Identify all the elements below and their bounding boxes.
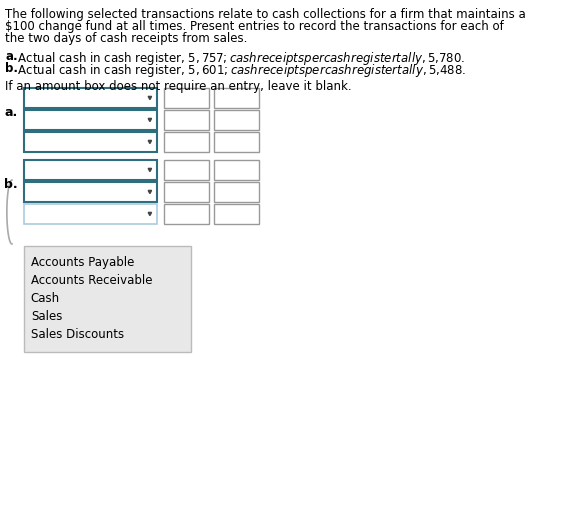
Text: b.: b. [5,62,18,75]
Text: Accounts Receivable: Accounts Receivable [31,274,152,287]
Bar [214,160,259,180]
Text: Actual cash in cash register, $5,757; cash receipts per cash register tally, $5,: Actual cash in cash register, $5,757; ca… [14,50,465,67]
Bar [24,246,191,352]
Bar [164,88,209,108]
Bar [164,110,209,130]
Bar [24,88,157,108]
Bar [214,88,259,108]
Polygon shape [148,141,152,144]
Bar [24,132,157,152]
Text: The following selected transactions relate to cash collections for a firm that m: The following selected transactions rela… [5,8,526,21]
Text: $100 change fund at all times. Present entries to record the transactions for ea: $100 change fund at all times. Present e… [5,20,504,33]
Bar [24,182,157,202]
Bar [214,132,259,152]
Bar [24,204,157,224]
Text: Sales Discounts: Sales Discounts [31,328,124,341]
Text: the two days of cash receipts from sales.: the two days of cash receipts from sales… [5,32,248,45]
Polygon shape [148,119,152,122]
Text: Sales: Sales [31,310,62,323]
Polygon shape [148,190,152,193]
Text: Actual cash in cash register, $5,601; cash receipts per cash register tally, $5,: Actual cash in cash register, $5,601; ca… [14,62,466,79]
Polygon shape [148,96,152,100]
Bar [214,204,259,224]
Polygon shape [148,168,152,172]
Text: a.: a. [4,106,18,119]
Bar [24,160,157,180]
Bar [24,110,157,130]
Polygon shape [148,212,152,215]
Text: b.: b. [4,178,18,191]
Bar [164,204,209,224]
Bar [164,160,209,180]
Text: Accounts Payable: Accounts Payable [31,256,134,269]
Bar [214,110,259,130]
Text: a.: a. [5,50,18,63]
Bar [164,132,209,152]
Bar [164,182,209,202]
Text: If an amount box does not require an entry, leave it blank.: If an amount box does not require an ent… [5,80,352,93]
Bar [214,182,259,202]
Text: Cash: Cash [31,292,60,305]
